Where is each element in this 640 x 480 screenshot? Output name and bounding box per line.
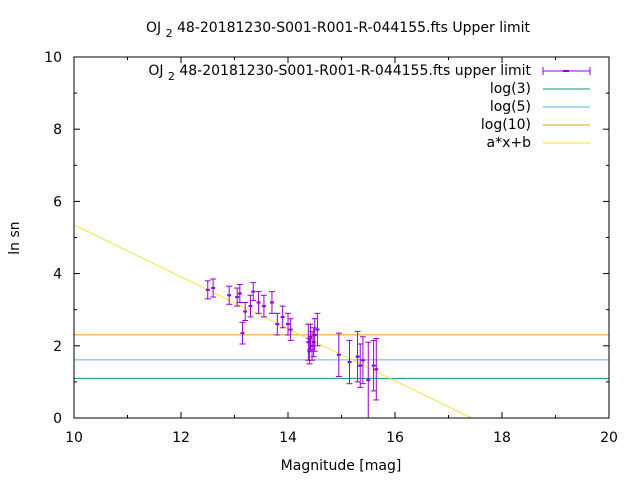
data-point (287, 318, 294, 341)
data-point (268, 291, 275, 314)
legend-data-part-2: 48-20181230-S001-R001-R-044155.fts upper… (175, 63, 532, 79)
data-point (226, 285, 233, 305)
data-point (236, 283, 243, 303)
x-tick-label-4: 18 (493, 430, 511, 446)
y-tick-label-2: 4 (53, 267, 62, 283)
chart-title-subscript: 2 (166, 27, 173, 40)
y-tick-label-4: 8 (53, 122, 62, 138)
legend-data-part-1: OJ (148, 63, 168, 79)
chart-title-part-1: OJ (146, 20, 166, 36)
data-point (255, 291, 262, 314)
y-tick-label-1: 2 (53, 339, 62, 355)
y-tick-label-0: 0 (53, 411, 62, 427)
data-point (306, 338, 313, 365)
legend-label-data: OJ 2 48-20181230-S001-R001-R-044155.fts … (148, 63, 531, 83)
data-point (204, 280, 211, 300)
legend-label-fit: a*x+b (487, 135, 532, 151)
data-point (242, 301, 249, 322)
data-point (285, 312, 291, 336)
data-point (239, 321, 246, 345)
y-tick-label-3: 6 (53, 194, 62, 210)
data-point (359, 336, 366, 385)
data-point (335, 332, 342, 377)
data-point (260, 294, 267, 318)
data-points (204, 278, 380, 419)
data-point (346, 339, 353, 385)
legend-label-log5: log(5) (490, 99, 531, 115)
axis-ticks: 10 12 14 16 18 20 0 2 4 6 8 10 (44, 50, 618, 446)
y-tick-label-5: 10 (44, 50, 62, 66)
legend-label-log10: log(10) (481, 117, 531, 133)
fit-line (74, 224, 473, 418)
x-axis-label: Magnitude [mag] (281, 458, 402, 474)
x-tick-label-2: 14 (279, 430, 297, 446)
x-tick-label-3: 16 (386, 430, 404, 446)
reference-lines (74, 334, 609, 379)
legend-swatch-data (542, 67, 591, 75)
y-axis-label: ln sn (7, 221, 23, 254)
data-point (274, 312, 281, 336)
chart-title: OJ 2 48-20181230-S001-R001-R-044155.fts … (146, 20, 531, 40)
data-point (210, 278, 217, 298)
x-tick-label-5: 20 (600, 430, 618, 446)
data-point (247, 294, 254, 318)
legend-label-log3: log(3) (490, 81, 531, 97)
x-tick-label-0: 10 (65, 430, 83, 446)
x-tick-label-1: 12 (172, 430, 190, 446)
data-point (357, 343, 364, 388)
data-point (250, 282, 257, 302)
data-point (279, 305, 286, 329)
data-point (370, 339, 377, 392)
data-point (234, 287, 241, 307)
chart-title-part-2: 48-20181230-S001-R001-R-044155.fts Upper… (173, 20, 531, 36)
data-point (365, 341, 372, 419)
data-point (314, 312, 321, 347)
data-point (373, 338, 380, 401)
data-point (354, 330, 361, 383)
legend-data-subscript: 2 (168, 70, 175, 83)
legend: OJ 2 48-20181230-S001-R001-R-044155.fts … (148, 63, 591, 151)
fit-line-group (74, 224, 473, 418)
